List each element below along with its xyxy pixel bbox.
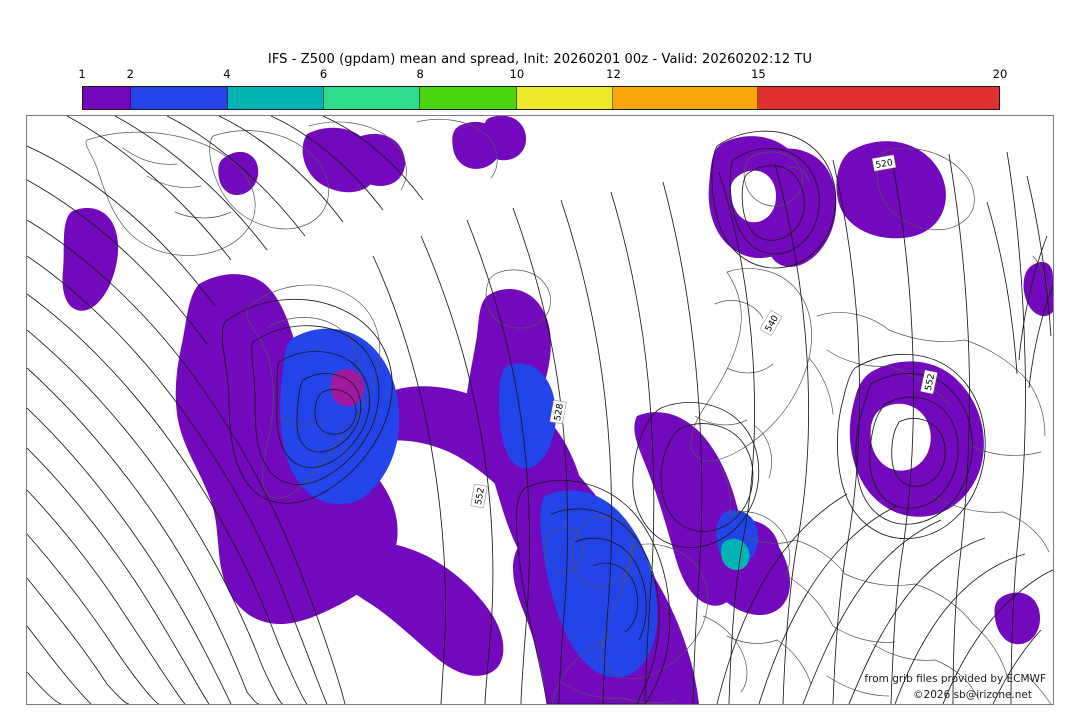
colorbar-band-4-6 bbox=[227, 87, 325, 109]
spread-region-core-greenland bbox=[331, 369, 365, 407]
spread-region-purple-arctic-small1 bbox=[349, 133, 406, 187]
spread-region-purple-bridge bbox=[326, 540, 504, 676]
contour-layer bbox=[27, 116, 1053, 704]
contour-label-552a: 552 bbox=[474, 487, 487, 506]
colorbar-band-12-15 bbox=[613, 87, 758, 109]
spread-region-purple-east-edge bbox=[1023, 262, 1053, 317]
map-canvas: 528 552 552 520 bbox=[27, 116, 1053, 704]
colorbar-tick-2: 2 bbox=[126, 67, 134, 81]
contour-label-layer: 528 552 552 520 bbox=[470, 154, 938, 509]
contour-label-520: 520 bbox=[875, 158, 894, 171]
colorbar-tick-1: 1 bbox=[78, 67, 86, 81]
colorbar-tick-4: 4 bbox=[223, 67, 231, 81]
spread-region-blue-iceland bbox=[499, 363, 556, 469]
colorbar-bands bbox=[82, 86, 1000, 110]
colorbar-tick-15: 15 bbox=[751, 67, 766, 81]
colorbar-band-15-20 bbox=[757, 87, 999, 109]
colorbar: 1 2 4 6 8 10 12 15 20 bbox=[78, 67, 1007, 110]
colorbar-band-8-10 bbox=[420, 87, 517, 109]
spread-region-purple-novaya bbox=[836, 141, 946, 239]
colorbar-band-6-8 bbox=[324, 87, 421, 109]
spread-region-teal-baltic bbox=[721, 538, 750, 570]
spread-region-eye-nwrussia bbox=[870, 403, 931, 471]
colorbar-tick-labels: 1 2 4 6 8 10 12 15 20 bbox=[78, 67, 1007, 83]
page-title: IFS - Z500 (gpdam) mean and spread, Init… bbox=[267, 52, 813, 67]
colorbar-band-2-4 bbox=[131, 87, 228, 109]
colorbar-tick-6: 6 bbox=[319, 67, 328, 81]
spread-shading-layer bbox=[62, 116, 1053, 704]
spread-region-purple-north-small2 bbox=[483, 116, 526, 161]
colorbar-tick-8: 8 bbox=[416, 67, 424, 81]
contour-label-528: 528 bbox=[553, 403, 566, 422]
coastline-layer bbox=[85, 118, 1052, 704]
contour-label-552b: 552 bbox=[924, 373, 937, 392]
spread-region-purple-se-small bbox=[994, 592, 1041, 645]
colorbar-band-10-12 bbox=[516, 87, 614, 109]
spread-region-purple-baffin bbox=[218, 151, 259, 196]
map-panel[interactable]: 528 552 552 520 bbox=[26, 115, 1054, 705]
colorbar-tick-12: 12 bbox=[606, 67, 621, 81]
colorbar-band-1-2 bbox=[83, 87, 132, 109]
colorbar-tick-10: 10 bbox=[509, 67, 525, 81]
colorbar-tick-20: 20 bbox=[992, 67, 1008, 81]
spread-region-blue-barents bbox=[730, 170, 777, 223]
